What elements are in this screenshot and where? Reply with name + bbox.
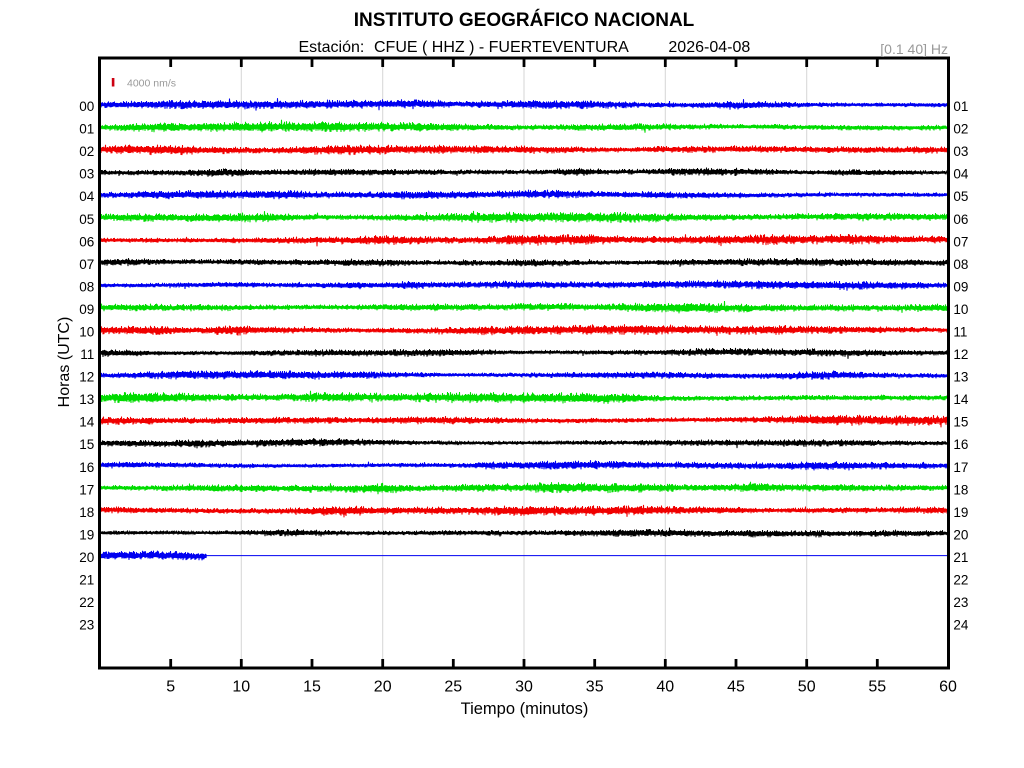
svg-text:20: 20 bbox=[79, 550, 94, 565]
svg-text:19: 19 bbox=[953, 505, 968, 520]
svg-text:10: 10 bbox=[953, 302, 968, 317]
svg-text:01: 01 bbox=[953, 99, 968, 114]
svg-text:22: 22 bbox=[79, 595, 94, 610]
svg-text:18: 18 bbox=[953, 482, 968, 497]
svg-text:13: 13 bbox=[953, 370, 968, 385]
svg-text:04: 04 bbox=[953, 167, 969, 182]
svg-text:35: 35 bbox=[586, 679, 604, 696]
svg-text:2026-04-08: 2026-04-08 bbox=[668, 39, 750, 56]
svg-text:Estación:: Estación: bbox=[299, 39, 365, 56]
svg-text:08: 08 bbox=[953, 257, 968, 272]
svg-text:5: 5 bbox=[166, 679, 175, 696]
svg-text:21: 21 bbox=[953, 550, 968, 565]
svg-text:07: 07 bbox=[79, 257, 94, 272]
svg-text:60: 60 bbox=[939, 679, 957, 696]
svg-text:14: 14 bbox=[953, 392, 969, 407]
svg-text:15: 15 bbox=[953, 415, 968, 430]
svg-text:50: 50 bbox=[798, 679, 816, 696]
svg-text:01: 01 bbox=[79, 122, 94, 137]
svg-text:CFUE ( HHZ ) - FUERTEVENTURA: CFUE ( HHZ ) - FUERTEVENTURA bbox=[374, 39, 629, 56]
svg-text:07: 07 bbox=[953, 234, 968, 249]
svg-text:06: 06 bbox=[953, 212, 968, 227]
svg-text:4000 nm/s: 4000 nm/s bbox=[127, 78, 176, 90]
svg-text:17: 17 bbox=[953, 460, 968, 475]
svg-text:05: 05 bbox=[953, 189, 968, 204]
svg-text:03: 03 bbox=[953, 144, 968, 159]
svg-text:[0.1 40] Hz: [0.1 40] Hz bbox=[880, 41, 948, 57]
svg-text:16: 16 bbox=[79, 460, 94, 475]
svg-text:14: 14 bbox=[79, 415, 95, 430]
svg-text:00: 00 bbox=[79, 99, 94, 114]
svg-text:30: 30 bbox=[515, 679, 533, 696]
svg-text:Tiempo (minutos): Tiempo (minutos) bbox=[461, 700, 589, 718]
svg-text:20: 20 bbox=[374, 679, 392, 696]
svg-text:11: 11 bbox=[953, 325, 967, 340]
svg-text:06: 06 bbox=[79, 234, 94, 249]
svg-text:15: 15 bbox=[79, 437, 94, 452]
svg-text:40: 40 bbox=[656, 679, 674, 696]
svg-text:55: 55 bbox=[868, 679, 886, 696]
svg-text:19: 19 bbox=[79, 527, 94, 542]
svg-text:16: 16 bbox=[953, 437, 968, 452]
svg-text:23: 23 bbox=[79, 618, 94, 633]
svg-text:12: 12 bbox=[79, 370, 94, 385]
svg-text:02: 02 bbox=[953, 122, 968, 137]
svg-text:04: 04 bbox=[79, 189, 95, 204]
svg-text:02: 02 bbox=[79, 144, 94, 159]
svg-text:12: 12 bbox=[953, 347, 968, 362]
svg-text:11: 11 bbox=[80, 347, 94, 362]
svg-text:09: 09 bbox=[79, 302, 94, 317]
svg-text:25: 25 bbox=[444, 679, 462, 696]
svg-text:13: 13 bbox=[79, 392, 94, 407]
svg-text:17: 17 bbox=[79, 482, 94, 497]
svg-text:23: 23 bbox=[953, 595, 968, 610]
svg-text:45: 45 bbox=[727, 679, 745, 696]
svg-text:21: 21 bbox=[79, 573, 94, 588]
svg-text:20: 20 bbox=[953, 527, 968, 542]
svg-text:INSTITUTO GEOGRÁFICO NACIONAL: INSTITUTO GEOGRÁFICO NACIONAL bbox=[354, 9, 695, 31]
svg-text:18: 18 bbox=[79, 505, 94, 520]
svg-text:15: 15 bbox=[303, 679, 321, 696]
svg-text:Horas (UTC): Horas (UTC) bbox=[56, 317, 73, 408]
svg-text:03: 03 bbox=[79, 167, 94, 182]
svg-text:24: 24 bbox=[953, 618, 969, 633]
svg-text:10: 10 bbox=[232, 679, 250, 696]
svg-text:10: 10 bbox=[79, 325, 94, 340]
svg-text:08: 08 bbox=[79, 279, 94, 294]
svg-text:22: 22 bbox=[953, 573, 968, 588]
svg-text:05: 05 bbox=[79, 212, 94, 227]
svg-text:09: 09 bbox=[953, 279, 968, 294]
